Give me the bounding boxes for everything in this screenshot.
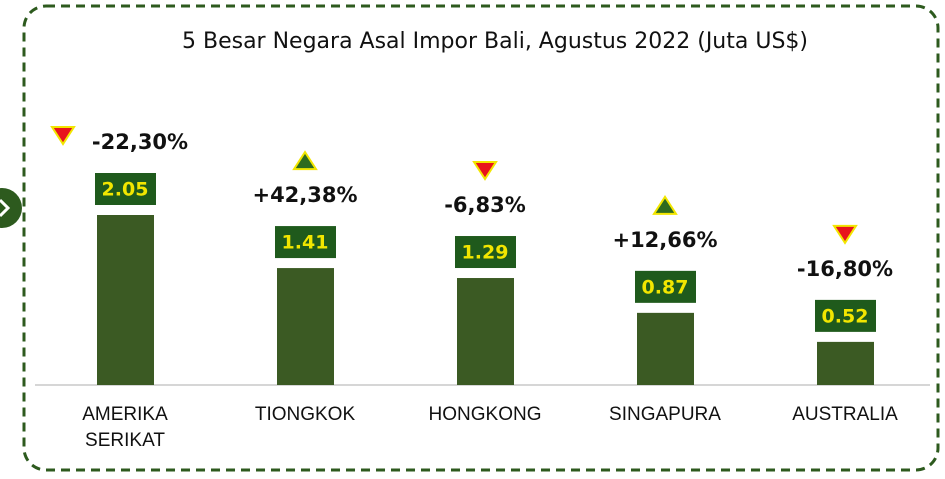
frame [22,4,940,472]
value-label-box [455,236,516,269]
x-tick-label: AUSTRALIA [792,404,898,425]
bar [277,268,334,385]
change-label: +12,66% [612,228,717,252]
x-tick-label: HONGKONG [428,404,542,425]
change-indicator [50,126,76,146]
bar [637,312,694,385]
change-indicator [292,150,318,171]
change-indicator [652,195,678,215]
value-label: 2.05 [102,179,149,201]
value-label: 0.52 [822,305,869,327]
x-tick-label: SINGAPURA [609,404,721,425]
nav-button[interactable] [0,188,22,228]
bar [817,341,874,385]
change-indicator [832,224,858,245]
value-label-box [635,270,696,303]
change-label: -22,30% [92,130,188,154]
change-label: -16,80% [797,257,893,281]
change-label: -6,83% [444,193,526,217]
x-tick-label: AMERIKA SERIKAT [82,404,168,451]
change-label: +42,38% [252,183,357,207]
value-label-box [275,226,336,259]
x-tick-label: TIONGKOK [254,404,356,425]
value-label: 0.87 [642,276,689,298]
value-label: 1.29 [462,242,509,264]
change-indicator [472,161,498,181]
chart-title: 5 Besar Negara Asal Impor Bali, Agustus … [182,29,808,54]
nav-arrow [0,198,11,218]
value-label: 1.41 [282,232,329,254]
value-label-box [815,299,876,332]
bar [457,278,514,385]
bar [97,215,154,385]
value-label-box [95,173,156,205]
